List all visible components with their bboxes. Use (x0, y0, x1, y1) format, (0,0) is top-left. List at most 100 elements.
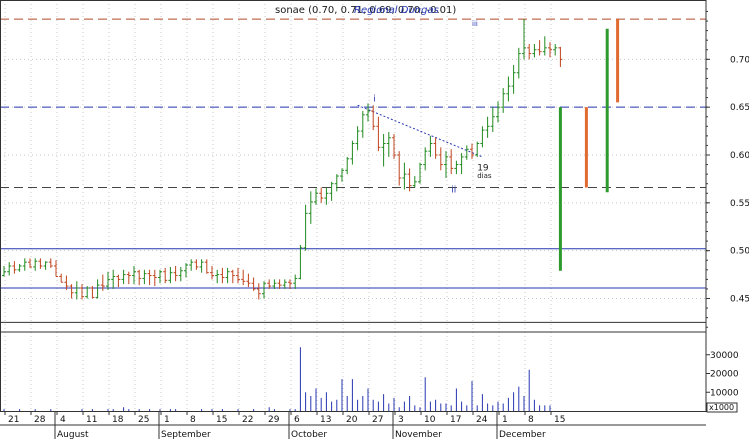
ohlc-bar (480, 126, 485, 148)
annotation-label: 19 (477, 163, 489, 173)
ohlc-bar (106, 271, 110, 290)
ohlc-bar (428, 135, 433, 157)
ohlc-bar (54, 260, 58, 278)
x-tick-label: 25 (138, 415, 149, 425)
trendline-layer (357, 104, 483, 158)
x-tick-label: 1 (164, 415, 170, 425)
ohlc-bar (121, 269, 126, 285)
annotation-label: dias (477, 172, 492, 180)
ohlc-bar (355, 126, 360, 151)
ohlc-bar (277, 279, 282, 289)
ohlc-bar (548, 42, 552, 58)
ohlc-bar (95, 279, 100, 299)
ohlc-bar (490, 107, 495, 133)
x-tick-label: 11 (86, 415, 97, 425)
ohlc-bar (293, 274, 298, 289)
ohlc-bar (178, 266, 183, 282)
volume-unit-label: x1000 (709, 403, 734, 412)
ohlc-bar (241, 269, 246, 286)
y-tick-label: 0.50 (730, 247, 749, 257)
ohlc-bar (423, 147, 428, 171)
y-tick-label: 0.45 (730, 295, 749, 305)
ohlc-bar (444, 151, 448, 178)
ohlc-bar (501, 88, 506, 113)
ohlc-bar (454, 160, 459, 175)
x-tick-label: 13 (320, 415, 331, 425)
ohlc-bar (340, 168, 344, 182)
x-tick-label: 20 (346, 415, 358, 425)
ohlc-bar (147, 269, 152, 286)
ohlc-bar (376, 116, 381, 152)
ohlc-bar (433, 137, 438, 159)
ohlc-bar (475, 141, 480, 157)
ohlc-bar (17, 264, 22, 272)
ohlc-bar (412, 176, 417, 188)
ohlc-bar (22, 258, 27, 271)
ohlc-bar (506, 76, 511, 102)
month-label: August (57, 430, 89, 439)
ohlc-bar (496, 101, 500, 123)
ohlc-bar (386, 132, 391, 157)
x-tick-label: 15 (216, 415, 227, 425)
annotation-label: i (373, 94, 376, 104)
ohlc-bar (163, 267, 168, 284)
ohlc-bar (111, 269, 116, 289)
annotation-label: iii (472, 20, 478, 28)
ohlc-bar (350, 140, 355, 165)
x-tick-label: 17 (450, 415, 461, 425)
ohlc-bar (464, 145, 469, 160)
ohlc-bar (345, 156, 350, 175)
volume-unit-box (706, 402, 738, 413)
ohlc-bar (69, 284, 74, 299)
ohlc-bar (64, 275, 69, 290)
ohlc-bar (360, 110, 365, 138)
chart-labels: sonae (0.70, 0.71, 0.69, 0.70, -0.01) Re… (8, 5, 749, 440)
ohlc-bar (220, 267, 225, 284)
ohlc-bar (298, 244, 303, 280)
ohlc-bar (303, 204, 308, 251)
x-tick-label: 10 (424, 415, 436, 425)
ohlc-bar (371, 105, 376, 131)
x-tick-label: 21 (8, 415, 19, 425)
ohlc-bar (173, 265, 178, 282)
ohlc-bar (527, 44, 532, 60)
ohlc-bar (511, 65, 516, 94)
ohlc-bar (90, 286, 95, 299)
ohlc-bar (184, 263, 188, 278)
ohlc-bar (38, 258, 43, 269)
ohlc-bar (407, 168, 412, 192)
price-bars (2, 19, 563, 300)
ohlc-bar (319, 187, 324, 203)
ohlc-bar (132, 265, 136, 285)
x-tick-label: 8 (528, 415, 534, 425)
ohlc-bar (485, 116, 490, 138)
ohlc-bar (204, 259, 209, 274)
ohlc-bar (459, 153, 464, 175)
trendline (357, 104, 483, 158)
ohlc-bar (215, 269, 220, 284)
ohlc-bar (43, 261, 48, 270)
chart-frame (0, 0, 738, 439)
ohlc-bar (537, 40, 542, 56)
ohlc-bar (7, 262, 12, 276)
ohlc-bar (80, 284, 84, 300)
ohlc-bar (558, 46, 563, 67)
y-tick-label: 0.55 (730, 199, 749, 209)
ohlc-bar (288, 279, 292, 289)
month-label: December (499, 430, 546, 439)
ohlc-bar (126, 271, 131, 285)
x-tick-label: 28 (34, 415, 46, 425)
ohlc-bar (33, 258, 38, 271)
ohlc-bar (381, 133, 386, 167)
chart-title: sonae (0.70, 0.71, 0.69, 0.70, -0.01) (275, 5, 456, 16)
ohlc-bar (402, 162, 407, 190)
x-tick-label: 22 (242, 415, 253, 425)
chart-title-overlay: Regional Dungas (354, 5, 439, 16)
ohlc-bar (324, 187, 329, 205)
x-tick-label: 24 (476, 415, 488, 425)
plot-border (0, 0, 707, 412)
ohlc-bar (199, 259, 204, 273)
volume-bars (3, 347, 551, 411)
y-tick-label: 0.60 (730, 151, 749, 161)
